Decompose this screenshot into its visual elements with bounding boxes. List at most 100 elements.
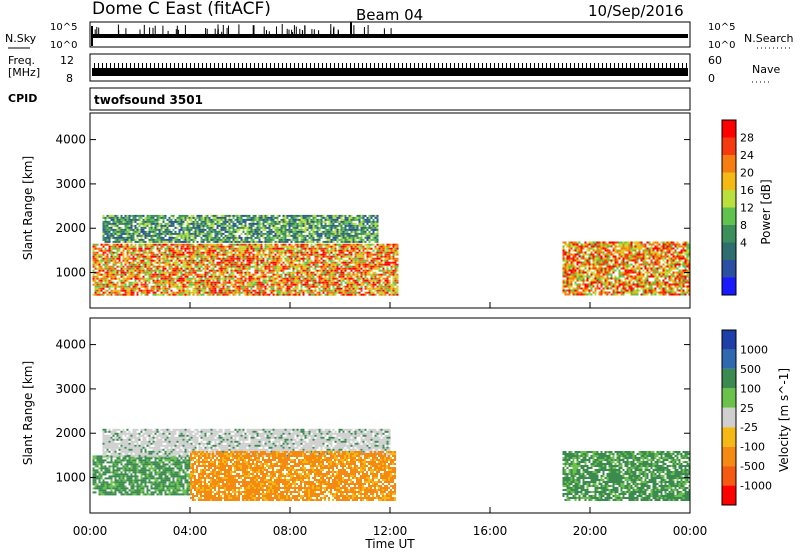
heat-cell — [120, 230, 123, 233]
heat-cell — [206, 293, 209, 296]
heat-cell — [314, 251, 317, 254]
heat-cell — [320, 267, 323, 270]
heat-cell — [206, 240, 209, 243]
heat-cell — [278, 287, 281, 290]
heat-cell — [346, 216, 349, 219]
heat-cell — [110, 255, 113, 258]
heat-cell — [134, 285, 137, 288]
heat-cell — [230, 271, 233, 274]
heat-cell — [266, 226, 269, 229]
heat-cell — [288, 271, 291, 274]
heat-cell — [148, 230, 151, 233]
heat-cell — [226, 255, 229, 258]
heat-cell — [370, 291, 373, 294]
heat-cell — [174, 243, 177, 246]
heat-cell — [276, 234, 279, 237]
heat-cell — [230, 230, 233, 233]
heat-cell — [176, 277, 179, 280]
heat-cell — [274, 224, 277, 227]
heat-cell — [162, 238, 165, 241]
heat-cell — [378, 275, 381, 278]
heat-cell — [344, 218, 347, 221]
heat-cell — [250, 291, 253, 294]
heat-cell — [176, 293, 179, 296]
nave-spike — [314, 63, 315, 69]
heat-cell — [212, 277, 215, 280]
heat-cell — [116, 234, 119, 237]
heat-cell — [140, 277, 143, 280]
heat-cell — [140, 234, 143, 237]
heat-cell — [118, 261, 121, 264]
heat-cell — [326, 273, 329, 276]
heat-cell — [234, 275, 237, 278]
heat-cell — [176, 245, 179, 248]
heat-cell — [346, 236, 349, 239]
heat-cell — [180, 240, 183, 243]
heat-cell — [230, 265, 233, 268]
heat-cell — [196, 226, 199, 229]
heat-cell — [392, 259, 395, 262]
heat-cell — [204, 255, 207, 258]
heat-cell — [298, 261, 301, 264]
heat-cell — [148, 265, 151, 268]
heat-cell — [182, 228, 185, 231]
heat-cell — [346, 259, 349, 262]
heat-cell — [260, 249, 263, 252]
heat-cell — [336, 291, 339, 294]
heat-cell — [246, 240, 249, 243]
heat-cell — [188, 293, 191, 296]
heat-cell — [194, 216, 197, 219]
heat-cell — [368, 267, 371, 270]
heat-cell — [178, 277, 181, 280]
heat-cell — [266, 220, 269, 223]
heat-cell — [262, 259, 265, 262]
heat-cell — [334, 277, 337, 280]
heat-cell — [348, 220, 351, 223]
heat-cell — [338, 220, 341, 223]
heat-cell — [108, 245, 111, 248]
heat-cell — [106, 273, 109, 276]
heat-cell — [296, 277, 299, 280]
heat-cell — [184, 240, 187, 243]
heat-cell — [342, 279, 345, 282]
heat-cell — [218, 218, 221, 221]
heat-cell — [302, 275, 305, 278]
heat-cell — [228, 255, 231, 258]
heat-cell — [152, 263, 155, 266]
heat-cell — [386, 269, 389, 272]
heat-cell — [174, 220, 177, 223]
heat-cell — [368, 245, 371, 248]
heat-cell — [270, 283, 273, 286]
heat-cell — [328, 283, 331, 286]
heat-cell — [208, 285, 211, 288]
heat-cell — [354, 255, 357, 258]
heat-cell — [200, 240, 203, 243]
heat-cell — [258, 226, 261, 229]
heat-cell — [160, 240, 163, 243]
heat-cell — [394, 251, 397, 254]
heat-cell — [290, 263, 293, 266]
heat-cell — [152, 289, 155, 292]
heat-cell — [302, 289, 305, 292]
heat-cell — [190, 234, 193, 237]
heat-cell — [162, 224, 165, 227]
heat-cell — [98, 269, 101, 272]
heat-cell — [264, 240, 267, 243]
nave-spike — [454, 63, 455, 69]
heat-cell — [130, 218, 133, 221]
heat-cell — [188, 234, 191, 237]
heat-cell — [364, 265, 367, 268]
heat-cell — [252, 279, 255, 282]
heat-cell — [352, 238, 355, 241]
heat-cell — [224, 291, 227, 294]
heat-cell — [332, 255, 335, 258]
heat-cell — [100, 283, 103, 286]
heat-cell — [252, 283, 255, 286]
heat-cell — [108, 293, 111, 296]
heat-cell — [252, 245, 255, 248]
heat-cell — [226, 267, 229, 270]
heat-cell — [278, 281, 281, 284]
heat-cell — [262, 228, 265, 231]
heat-cell — [158, 247, 161, 250]
heat-cell — [370, 275, 373, 278]
